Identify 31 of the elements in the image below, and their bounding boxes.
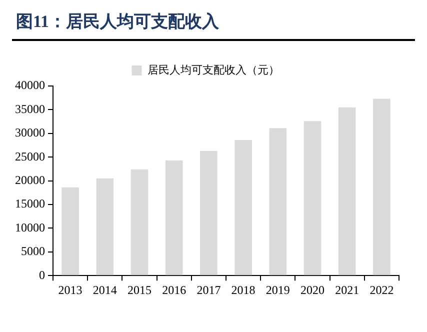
x-tick-label: 2013	[58, 282, 82, 297]
y-tick-label: 10000	[15, 220, 45, 234]
bar	[62, 187, 79, 276]
bar	[200, 150, 218, 276]
x-tick-label: 2018	[231, 282, 256, 297]
bar	[373, 98, 390, 276]
x-tick-label: 2014	[92, 282, 117, 297]
x-tick-label: 2022	[370, 282, 394, 297]
y-tick-label: 30000	[15, 126, 45, 140]
legend-label: 居民人均可支配收入（元）	[147, 63, 280, 76]
x-tick-label: 2017	[196, 282, 221, 297]
bar	[304, 121, 322, 276]
y-tick-label: 35000	[15, 102, 45, 116]
bar	[234, 140, 252, 276]
y-tick-label: 5000	[21, 244, 45, 258]
bar	[96, 178, 114, 276]
x-tick-label: 2015	[128, 282, 152, 297]
y-tick-label: 20000	[15, 172, 45, 187]
bar	[165, 160, 183, 276]
y-tick-label: 15000	[15, 196, 45, 211]
bar	[338, 107, 356, 276]
x-tick-label: 2019	[266, 282, 290, 297]
bar	[130, 169, 148, 276]
bar	[269, 128, 287, 276]
y-tick-label: 25000	[15, 149, 45, 164]
chart-title: 图11：居民人均可支配收入	[15, 11, 220, 33]
x-tick-label: 2016	[162, 282, 186, 297]
x-tick-label: 2021	[335, 282, 360, 297]
x-tick-label: 2020	[300, 282, 324, 297]
y-tick-label: 40000	[15, 78, 45, 92]
y-tick-label: 0	[39, 268, 45, 282]
